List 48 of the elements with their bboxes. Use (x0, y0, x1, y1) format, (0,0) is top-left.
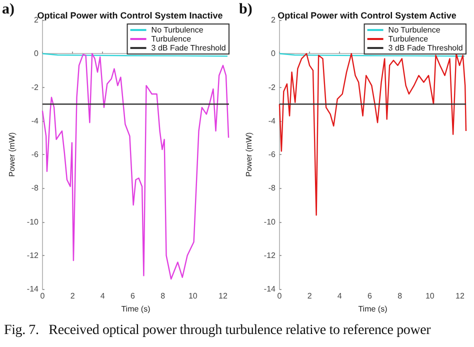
y-tick-label: -14 (264, 284, 276, 294)
x-tick-label: 4 (337, 292, 342, 301)
caption: Fig. 7. Received optical power through turbulence relative to reference power (4, 323, 431, 339)
legend-label: 3 dB Fade Threshold (151, 44, 226, 52)
legend-label: Turbulence (151, 34, 192, 44)
y-tick-label: -4 (268, 116, 276, 126)
y-tick-label: -4 (31, 116, 39, 126)
y-tick-label: 0 (34, 49, 40, 58)
x-tick-label: 8 (398, 292, 403, 301)
x-axis-title: Time (s) (358, 304, 388, 314)
line-series (42, 53, 230, 280)
y-tick-label: 2 (271, 16, 276, 24)
y-tick-label: -12 (264, 250, 276, 260)
text: a) (2, 2, 14, 18)
y-tick-label: -6 (268, 150, 276, 160)
line-series (278, 53, 467, 216)
legend-label: Turbulence (388, 34, 429, 44)
y-tick-label: -14 (26, 284, 40, 294)
y-axis-title: Power (mW) (8, 132, 16, 177)
text: b) (239, 2, 252, 18)
y-tick-label: -12 (26, 250, 40, 260)
y-tick-label: -8 (31, 184, 39, 193)
y-tick-label: -2 (268, 82, 276, 92)
x-tick-label: 10 (425, 292, 435, 301)
y-tick-label: -8 (268, 184, 276, 193)
x-tick-label: 12 (456, 292, 465, 301)
chart-title: Optical Power with Control System Active (278, 10, 456, 20)
x-tick-label: 6 (367, 292, 372, 301)
x-tick-label: 2 (70, 292, 76, 301)
x-tick-label: 0 (277, 292, 282, 301)
legend-label: 3 dB Fade Threshold (388, 44, 463, 52)
x-tick-label: 2 (307, 292, 312, 301)
x-tick-label: 4 (100, 292, 106, 301)
legend-label: No Turbulence (151, 26, 204, 34)
y-tick-label: -2 (31, 82, 39, 92)
legend-label: No Turbulence (388, 26, 441, 34)
x-tick-label: 10 (188, 292, 198, 301)
chart-title: Optical Power with Control System Inactive (37, 10, 223, 20)
y-tick-label: -10 (26, 217, 40, 226)
y-tick-label: -6 (31, 150, 39, 160)
y-tick-label: -10 (264, 217, 276, 226)
y-tick-label: 0 (271, 49, 276, 58)
y-axis-title: Power (mW) (244, 132, 254, 177)
x-tick-label: 6 (130, 292, 136, 301)
x-axis-title: Time (s) (121, 304, 151, 314)
x-tick-label: 0 (40, 292, 46, 301)
x-tick-label: 8 (160, 292, 166, 301)
x-tick-label: 12 (218, 292, 228, 301)
